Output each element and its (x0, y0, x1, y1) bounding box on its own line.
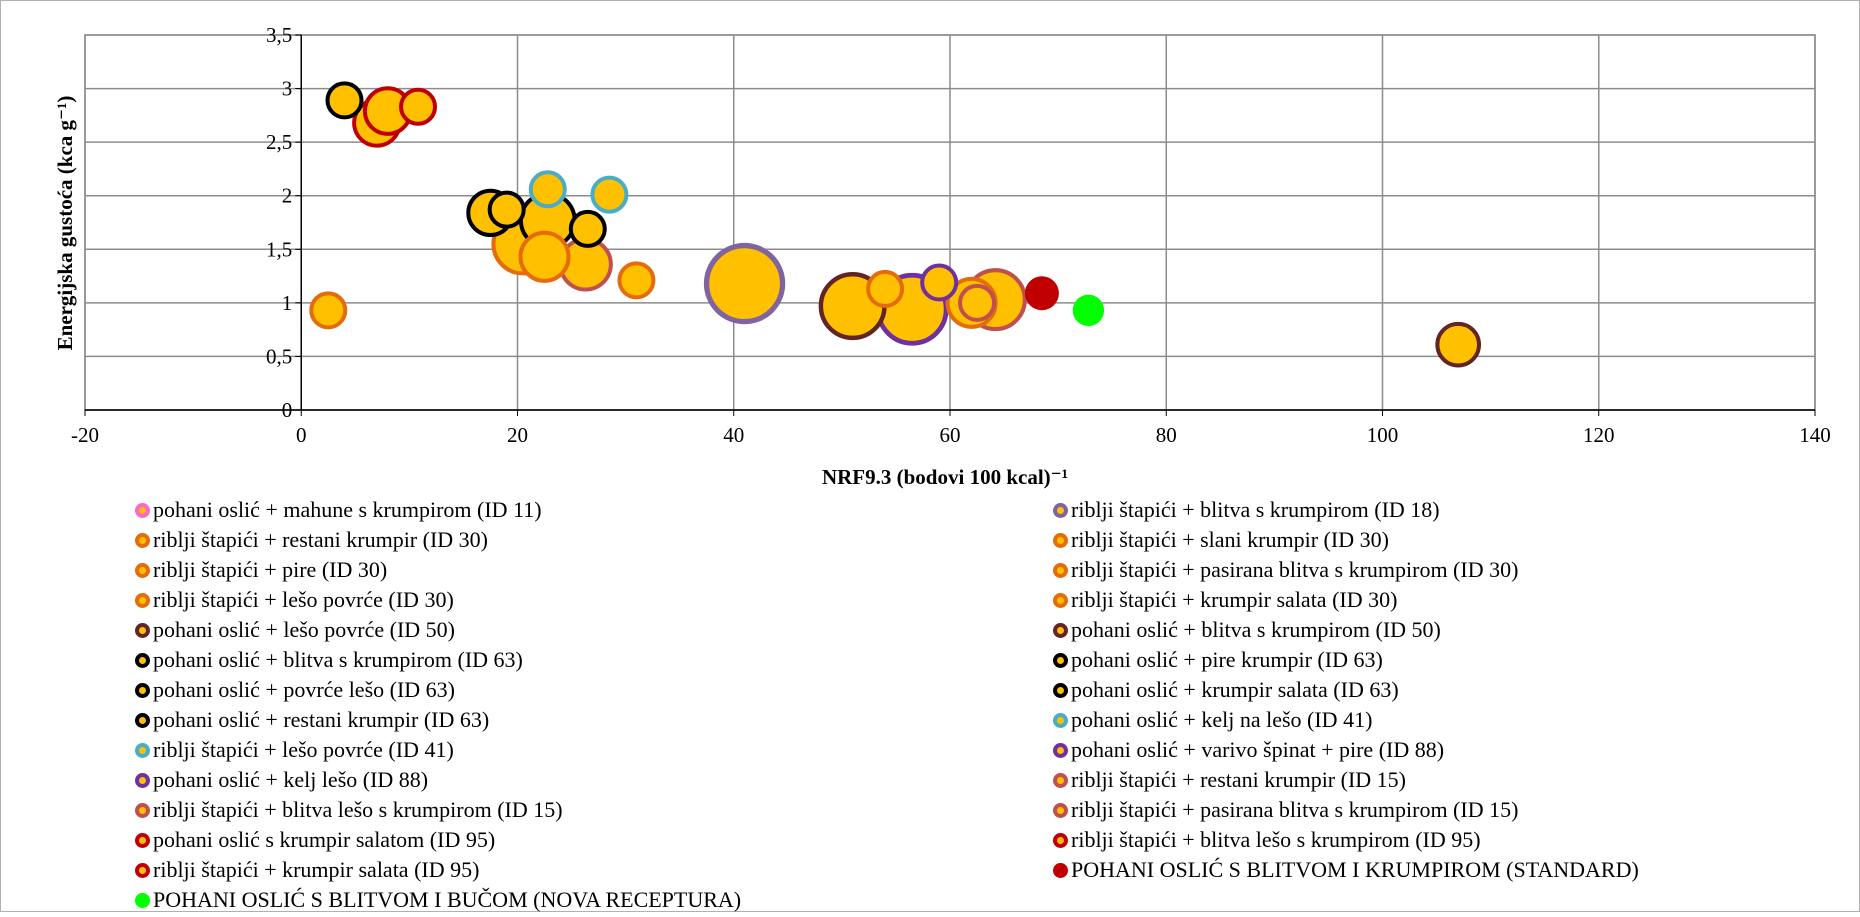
y-tick-label: 0 (282, 398, 293, 422)
bubble-point (528, 170, 567, 209)
bubble-point (487, 190, 526, 229)
bubble-point (1435, 321, 1482, 368)
tick-labels: 0 0,5 1 1,5 2 2,5 3 3,5 -20 0 20 40 60 80 100 120 140 (71, 23, 1831, 447)
axes (84, 34, 1816, 416)
x-tick-label: 80 (1156, 423, 1177, 447)
bubble-point (866, 269, 905, 308)
x-tick-label: 40 (723, 423, 744, 447)
bubble-point (617, 261, 656, 300)
y-tick-label: 2 (282, 184, 293, 208)
x-tick-label: -20 (71, 423, 99, 447)
x-tick-label: 0 (296, 423, 307, 447)
bubble-point (703, 242, 786, 325)
bubble-point (958, 283, 997, 322)
y-tick-label: 2,5 (266, 130, 292, 154)
x-axis-title: NRF9.3 (bodovi 100 kcal)⁻¹ (822, 465, 1068, 489)
bubble-point (325, 81, 364, 120)
x-tick-label: 140 (1799, 423, 1831, 447)
bubble-point (518, 230, 571, 283)
y-tick-label: 1,5 (266, 237, 292, 261)
bubble-point (590, 175, 629, 214)
y-tick-label: 3,5 (266, 23, 292, 47)
y-tick-label: 3 (282, 77, 293, 101)
bubble-point (1072, 294, 1105, 327)
bubble-point (1024, 276, 1059, 311)
bubble-point (309, 291, 348, 330)
x-tick-label: 20 (507, 423, 528, 447)
x-tick-label: 100 (1367, 423, 1399, 447)
bubbles (309, 81, 1482, 368)
bubble-point (399, 87, 438, 126)
y-tick-label: 0,5 (266, 344, 292, 368)
x-tick-label: 120 (1583, 423, 1615, 447)
bubble-point (568, 209, 607, 248)
x-tick-label: 60 (940, 423, 961, 447)
bubble-point (920, 263, 959, 302)
y-axis-title: Energijska gustoća (kca g⁻¹) (53, 96, 77, 351)
y-tick-label: 1 (282, 291, 293, 315)
